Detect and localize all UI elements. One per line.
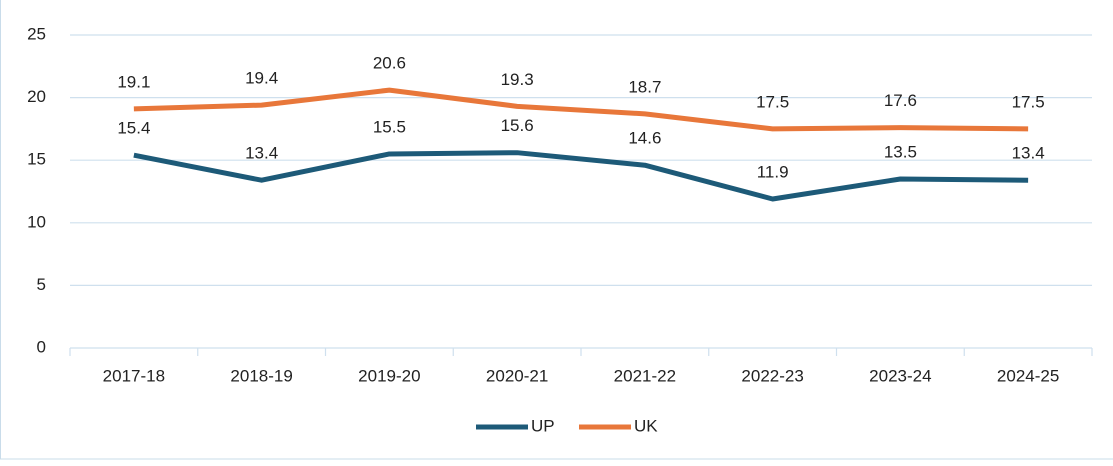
data-label: 11.9 <box>757 162 789 181</box>
x-tick-label: 2018-19 <box>230 366 292 385</box>
data-label: 13.4 <box>1012 144 1045 163</box>
data-label: 17.6 <box>884 91 917 110</box>
data-label: 13.5 <box>884 142 917 161</box>
x-tick-label: 2017-18 <box>103 366 165 385</box>
data-label: 19.3 <box>501 70 534 89</box>
x-tick-label: 2024-25 <box>997 366 1059 385</box>
data-label: 18.7 <box>628 77 661 96</box>
data-label: 19.4 <box>245 69 278 88</box>
x-tick-label: 2020-21 <box>486 366 548 385</box>
y-tick-label: 0 <box>37 337 46 356</box>
data-label: 13.4 <box>245 144 278 163</box>
x-tick-label: 2023-24 <box>869 366 931 385</box>
data-label: 20.6 <box>373 54 406 73</box>
data-label: 17.5 <box>756 92 789 111</box>
x-tick-label: 2019-20 <box>358 366 420 385</box>
data-label: 14.6 <box>628 129 661 148</box>
y-tick-label: 25 <box>27 24 46 43</box>
y-tick-label: 10 <box>27 212 46 231</box>
data-label: 19.1 <box>117 72 150 91</box>
legend-label: UP <box>531 416 555 435</box>
data-label: 15.5 <box>373 117 406 136</box>
x-tick-label: 2022-23 <box>741 366 803 385</box>
data-label: 17.5 <box>1012 92 1045 111</box>
y-tick-label: 20 <box>27 87 46 106</box>
y-tick-label: 5 <box>37 275 46 294</box>
data-label: 15.6 <box>501 116 534 135</box>
data-label: 15.4 <box>117 119 150 138</box>
y-tick-label: 15 <box>27 150 46 169</box>
x-tick-label: 2021-22 <box>614 366 676 385</box>
legend-label: UK <box>634 416 658 435</box>
